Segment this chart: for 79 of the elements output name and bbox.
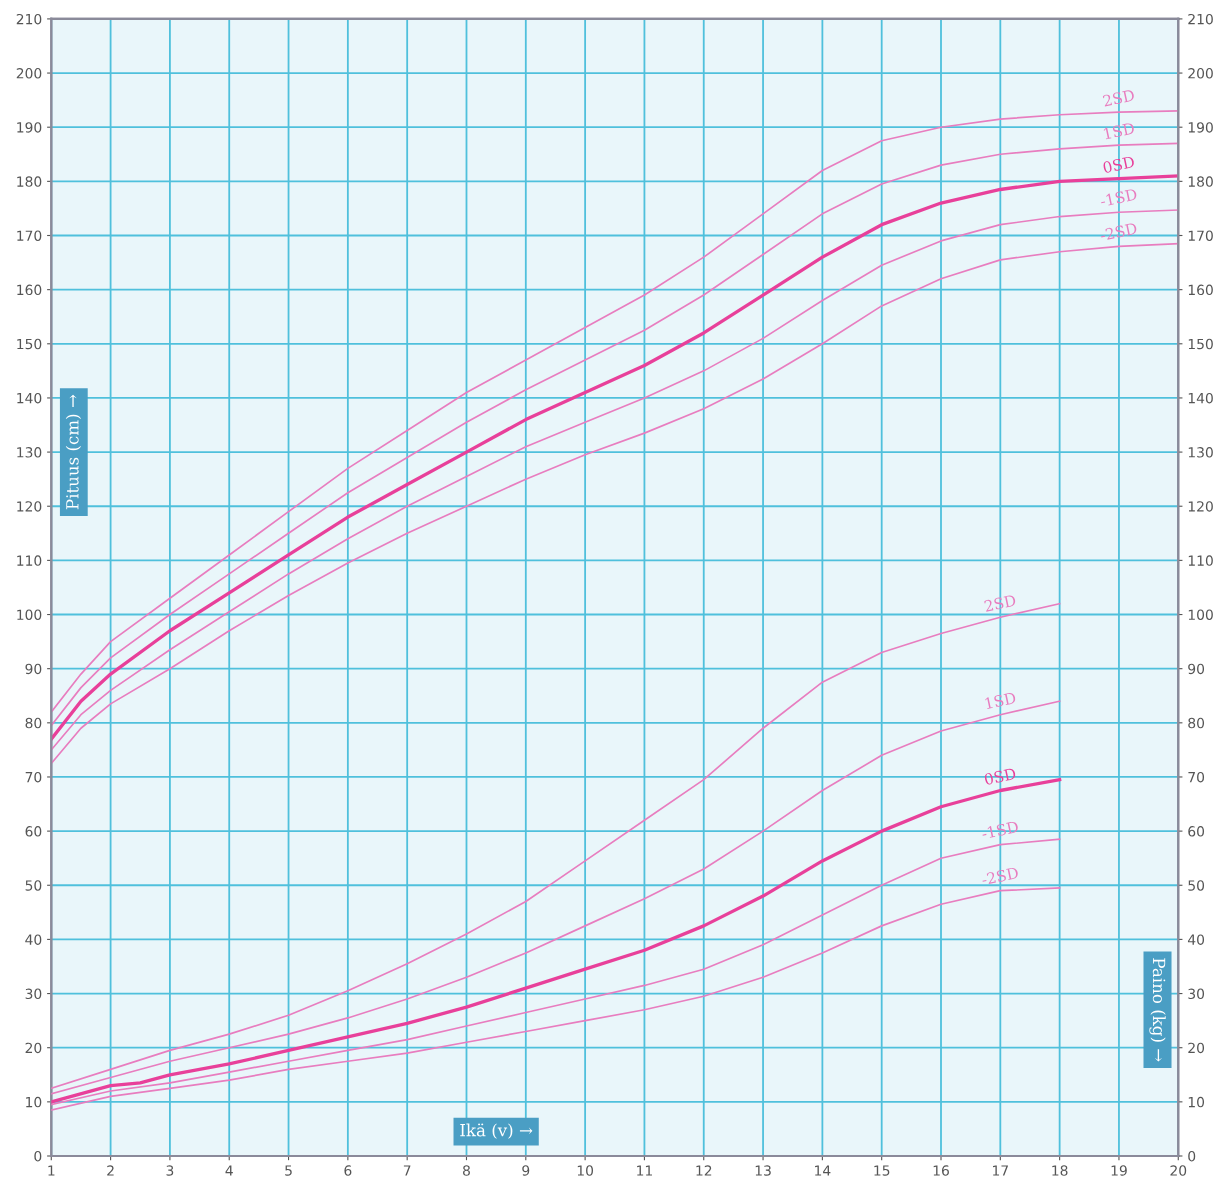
x-tick-label: 14 — [815, 1165, 831, 1176]
y-tick-label: 200 — [16, 68, 42, 79]
y2-tick-label: 130 — [1188, 447, 1213, 458]
x-tick-label: 10 — [577, 1165, 594, 1176]
y-tick-label: 40 — [25, 934, 42, 945]
y-tick-label: 60 — [25, 826, 42, 837]
y-tick-label: 120 — [17, 501, 42, 512]
y-tick-label: 0 — [34, 1150, 42, 1162]
y-tick-label: 160 — [17, 284, 42, 296]
y-axis-title: Pituus (cm) → — [65, 394, 82, 510]
text: -1SD — [1099, 188, 1138, 208]
y2-tick-label: 140 — [1188, 392, 1213, 404]
y2-tick-label: 40 — [1187, 934, 1205, 945]
y2-tick-label: 10 — [1188, 1096, 1205, 1108]
x-tick-label: 17 — [993, 1165, 1008, 1176]
y2-tick-label: 210 — [1188, 13, 1213, 25]
y2-axis-title: Paino (kg) → — [1149, 958, 1166, 1062]
x-axis-title: Ikä (v) → — [460, 1123, 533, 1139]
y-tick-label: 110 — [17, 555, 42, 566]
text: 1SD — [984, 691, 1017, 710]
y-tick-label: 150 — [17, 338, 42, 350]
x-tick-label: 7 — [403, 1165, 411, 1176]
y2-tick-label: 80 — [1188, 717, 1205, 729]
y-tick-label: 170 — [17, 230, 42, 241]
x-tick-label: 16 — [933, 1165, 949, 1176]
y2-tick-label: 90 — [1188, 663, 1205, 675]
text: 0SD — [1102, 155, 1135, 174]
y2-tick-label: 160 — [1188, 284, 1213, 296]
x-tick-label: 9 — [522, 1165, 530, 1176]
y2-tick-label: 180 — [1188, 176, 1213, 187]
y-tick-label: 180 — [17, 176, 42, 187]
y-tick-label: 140 — [17, 392, 42, 404]
y2-tick-label: 170 — [1188, 230, 1213, 241]
x-tick-label: 6 — [344, 1165, 352, 1176]
x-tick-label: 20 — [1170, 1165, 1187, 1176]
y2-tick-label: 150 — [1188, 338, 1213, 350]
y2-tick-label: 190 — [1188, 122, 1213, 133]
y2-tick-label: 60 — [1188, 826, 1205, 837]
x-tick-label: 1 — [48, 1165, 55, 1176]
y-tick-label: 210 — [16, 13, 42, 25]
y2-tick-label: 110 — [1188, 555, 1213, 566]
y2-tick-label: 0 — [1188, 1150, 1196, 1162]
y-tick-label: 20 — [25, 1042, 42, 1054]
x-tick-label: 13 — [755, 1165, 771, 1176]
y-tick-label: 90 — [25, 663, 42, 675]
text: -2SD — [1099, 222, 1138, 242]
x-tick-label: 19 — [1111, 1165, 1127, 1176]
y2-tick-label: 120 — [1188, 501, 1213, 512]
x-tick-label: 2 — [107, 1165, 114, 1176]
text: 2SD — [1102, 89, 1135, 107]
x-tick-label: 8 — [463, 1165, 470, 1176]
text: -2SD — [981, 866, 1019, 886]
x-tick-label: 3 — [166, 1165, 174, 1176]
x-tick-label: 5 — [285, 1165, 292, 1176]
y-tick-label: 190 — [17, 122, 42, 133]
line-series — [51, 838, 1061, 1106]
x-tick-label: 11 — [637, 1165, 652, 1176]
x-tick-label: 18 — [1052, 1165, 1068, 1176]
y2-tick-label: 70 — [1188, 771, 1205, 783]
y-tick-label: 100 — [17, 609, 42, 620]
y2-tick-label: 20 — [1188, 1042, 1205, 1054]
y2-tick-label: 100 — [1188, 609, 1213, 620]
y-tick-label: 130 — [17, 447, 42, 458]
y-tick-label: 50 — [25, 880, 42, 891]
x-tick-label: 15 — [874, 1165, 890, 1176]
x-tick-label: 12 — [696, 1165, 712, 1176]
text: -1SD — [981, 820, 1019, 840]
y2-tick-label: 50 — [1188, 880, 1205, 891]
text: 1SD — [1103, 122, 1135, 140]
y2-tick-label: 200 — [1188, 68, 1213, 79]
text: 2SD — [983, 594, 1017, 612]
text: 0SD — [983, 767, 1017, 786]
x-tick-label: 4 — [225, 1165, 233, 1176]
y-tick-label: 70 — [25, 771, 42, 783]
y2-tick-label: 30 — [1188, 988, 1205, 1000]
y-tick-label: 30 — [25, 988, 42, 1000]
y-tick-label: 10 — [26, 1096, 42, 1108]
line-series — [51, 887, 1061, 1111]
y-tick-label: 80 — [25, 717, 42, 729]
